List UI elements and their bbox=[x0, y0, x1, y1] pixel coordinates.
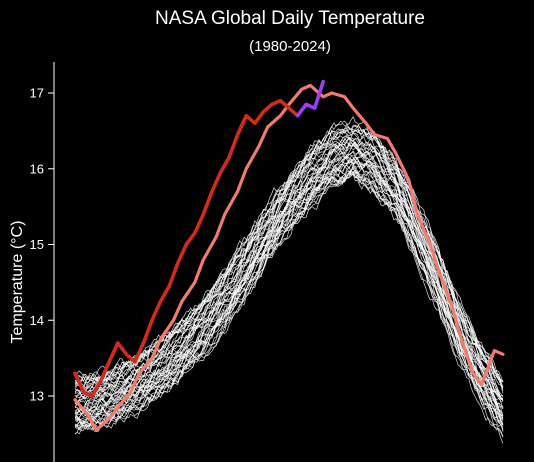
highlight-lines bbox=[73, 79, 505, 432]
y-tick-label: 15 bbox=[30, 237, 44, 252]
past-year-line bbox=[74, 122, 504, 387]
past-year-line bbox=[74, 120, 504, 387]
past-years-lines bbox=[74, 116, 504, 444]
past-year-line bbox=[74, 156, 504, 423]
y-tick-label: 16 bbox=[30, 161, 44, 176]
past-year-line bbox=[74, 150, 504, 416]
chart-title: NASA Global Daily Temperature bbox=[155, 8, 425, 29]
chart-subtitle: (1980-2024) bbox=[249, 38, 331, 55]
past-year-line bbox=[74, 116, 504, 383]
series-line-year-2024-late bbox=[295, 79, 325, 118]
past-year-line bbox=[74, 162, 504, 425]
past-year-line bbox=[74, 167, 504, 429]
y-tick-label: 13 bbox=[30, 389, 44, 404]
past-year-line bbox=[74, 170, 504, 432]
past-year-line bbox=[74, 171, 504, 432]
past-year-line bbox=[74, 143, 504, 410]
past-year-line bbox=[74, 120, 504, 389]
past-year-line bbox=[74, 156, 504, 425]
past-year-line bbox=[74, 156, 504, 419]
past-year-line bbox=[74, 150, 504, 411]
y-tick-label: 17 bbox=[30, 86, 44, 101]
past-year-line bbox=[74, 156, 504, 420]
series-line-year-2024-early bbox=[73, 98, 300, 398]
past-year-line bbox=[74, 165, 504, 431]
series-line-year-2023 bbox=[73, 83, 505, 432]
past-year-line bbox=[74, 142, 504, 408]
y-axis-ticks: 13 14 15 16 17 bbox=[30, 86, 54, 404]
y-tick-label: 14 bbox=[30, 313, 44, 328]
y-axis-label: Temperature (°C) bbox=[9, 221, 26, 344]
